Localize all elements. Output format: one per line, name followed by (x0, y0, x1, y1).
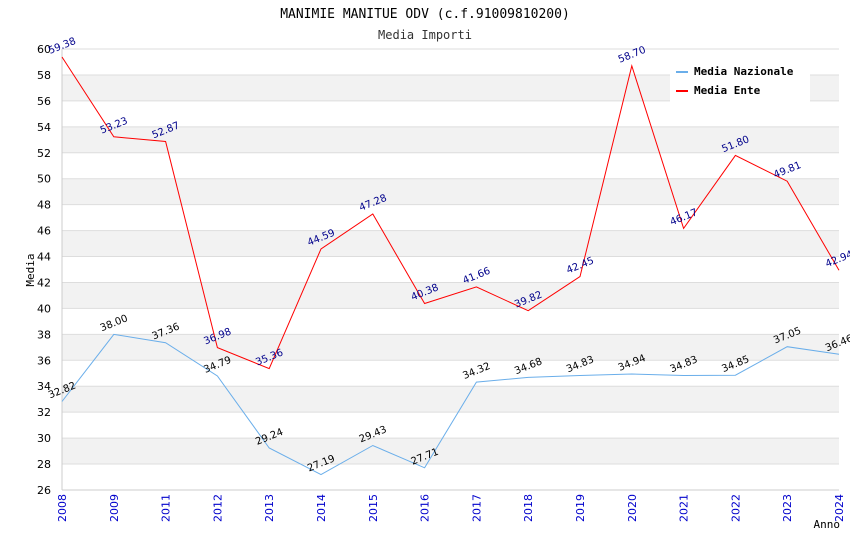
x-tick-label: 2015 (367, 494, 380, 522)
x-tick-label: 2019 (574, 494, 587, 522)
x-tick-label: 2016 (419, 494, 432, 522)
x-tick-label: 2013 (263, 494, 276, 522)
x-tick-label: 2022 (729, 494, 742, 522)
data-label: 38.00 (99, 313, 130, 334)
y-tick-label: 44 (37, 251, 51, 264)
data-label: 46.17 (669, 207, 700, 228)
axes (61, 49, 839, 491)
data-label: 58.70 (617, 45, 648, 66)
x-tick-label: 2011 (160, 494, 173, 522)
legend-label-ente: Media Ente (694, 84, 761, 97)
y-tick-label: 56 (37, 95, 51, 108)
y-tick-label: 54 (37, 121, 51, 134)
legend: Media Nazionale Media Ente (670, 60, 810, 102)
y-tick-label: 26 (37, 484, 51, 497)
legend-box (670, 60, 810, 102)
x-tick-label: 2008 (56, 494, 69, 522)
x-axis-ticks: 2008 2009 2011 2012 2013 2014 2015 2016 2017 2018… (56, 494, 846, 522)
grid-band (62, 438, 839, 465)
y-tick-label: 28 (37, 458, 51, 471)
y-tick-label: 34 (37, 380, 51, 393)
x-tick-label: 2020 (626, 494, 639, 522)
x-tick-label: 2021 (678, 494, 691, 522)
x-tick-label: 2012 (211, 494, 224, 522)
series-line-media-ente (61, 56, 840, 370)
y-tick-label: 32 (37, 406, 51, 419)
x-tick-label: 2018 (522, 494, 535, 522)
legend-label-nazionale: Media Nazionale (694, 65, 794, 78)
y-axis-ticks: 26 28 30 32 34 36 38 40 42 44 46 48 50 52 54 56 58 60 (37, 43, 51, 497)
x-axis-label: Anno (814, 518, 841, 531)
grid-band (62, 126, 839, 153)
y-tick-label: 36 (37, 354, 51, 367)
y-tick-label: 30 (37, 432, 51, 445)
y-tick-label: 50 (37, 173, 51, 186)
series-line-media-nazionale (61, 333, 840, 476)
y-axis-label: Media (24, 253, 37, 286)
series-lines (61, 56, 840, 476)
x-tick-label: 2009 (108, 494, 121, 522)
y-tick-label: 52 (37, 147, 51, 160)
grid-band (62, 230, 839, 257)
y-tick-label: 48 (37, 199, 51, 212)
data-label: 49.81 (772, 160, 803, 181)
chart-title: MANIMIE MANITUE ODV (c.f.91009810200) (280, 7, 570, 22)
grid-bands (62, 48, 839, 491)
grid-band (62, 386, 839, 413)
y-tick-label: 60 (37, 43, 51, 56)
x-tick-label: 2024 (833, 494, 846, 522)
y-tick-label: 46 (37, 225, 51, 238)
y-tick-label: 58 (37, 69, 51, 82)
y-tick-label: 38 (37, 328, 51, 341)
grid-band (62, 334, 839, 361)
x-tick-label: 2023 (781, 494, 794, 522)
chart-subtitle: Media Importi (378, 28, 472, 42)
y-tick-label: 40 (37, 302, 51, 315)
y-tick-label: 42 (37, 276, 51, 289)
x-tick-label: 2014 (315, 494, 328, 522)
data-label: 34.32 (461, 361, 492, 382)
x-tick-label: 2017 (470, 494, 483, 522)
